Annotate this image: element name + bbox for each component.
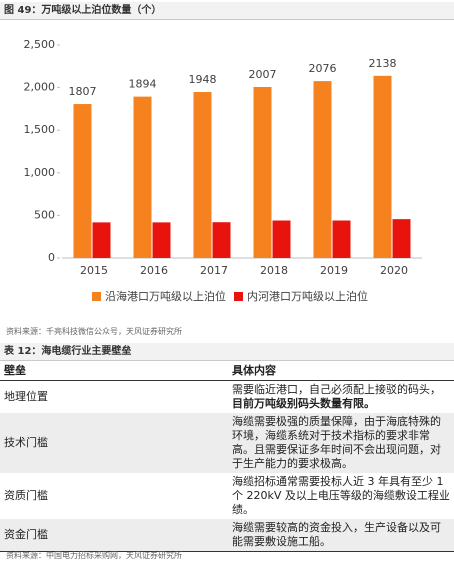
figure-source: 资料来源：千亮科技微信公众号，天风证券研究所 bbox=[6, 327, 182, 336]
table-row: 技术门槛 海缆需要极强的质量保障，由于海底特殊的环境，海缆系统对于技术指标的要求非… bbox=[0, 413, 454, 473]
bar bbox=[373, 75, 392, 258]
content-text: 海缆需要较高的资金投入，生产设备以及可能需要敷设施工船。 bbox=[232, 521, 441, 548]
bar bbox=[212, 222, 231, 258]
data-label: 1948 bbox=[189, 73, 217, 86]
content-text: 海缆需要极强的质量保障，由于海底特殊的环境，海缆系统对于技术指标的要求非常高。且… bbox=[232, 415, 441, 470]
x-tick-label: 2017 bbox=[200, 264, 228, 277]
table-header: 壁垒 bbox=[0, 362, 228, 381]
row-label: 资质门槛 bbox=[4, 489, 48, 502]
x-tick-label: 2016 bbox=[140, 264, 168, 277]
data-label: 2138 bbox=[369, 57, 397, 70]
x-tick-label: 2019 bbox=[320, 264, 348, 277]
table-title: 表 12：海电缆行业主要壁垒 bbox=[0, 343, 454, 361]
y-tick-label: 1,000 bbox=[24, 166, 56, 179]
legend-swatch bbox=[92, 292, 101, 301]
bar bbox=[193, 92, 212, 259]
data-label: 1894 bbox=[129, 78, 157, 91]
x-tick-label: 2020 bbox=[380, 264, 408, 277]
bar bbox=[313, 81, 332, 258]
legend-label: 沿海港口万吨级以上泊位 bbox=[105, 289, 226, 303]
bar bbox=[272, 220, 291, 258]
row-label: 技术门槛 bbox=[0, 413, 228, 473]
row-content: 海缆需要极强的质量保障，由于海底特殊的环境，海缆系统对于技术指标的要求非常高。且… bbox=[228, 413, 454, 473]
table: 壁垒 具体内容 地理位置 需要临近港口，自己必须配上接驳的码头，目前万吨级别码头数… bbox=[0, 362, 454, 552]
data-label: 1807 bbox=[69, 85, 97, 98]
bar bbox=[73, 104, 92, 258]
content-text: 需要临近港口，自己必须配上接驳的码头， bbox=[232, 383, 441, 396]
row-label: 资金门槛 bbox=[0, 519, 228, 552]
legend-swatch bbox=[234, 292, 243, 301]
content-text: 海缆招标通常需要投标人近 3 年具有至少 1 个 220kV 及以上电压等级的海… bbox=[232, 475, 450, 516]
row-content: 需要临近港口，自己必须配上接驳的码头，目前万吨级别码头数量有限。 bbox=[228, 381, 454, 414]
row-content: 海缆招标通常需要投标人近 3 年具有至少 1 个 220kV 及以上电压等级的海… bbox=[228, 473, 454, 519]
y-tick-label: 0 bbox=[48, 251, 55, 264]
table-row: 资质门槛 海缆招标通常需要投标人近 3 年具有至少 1 个 220kV 及以上电压… bbox=[0, 473, 454, 519]
table-row: 资金门槛 海缆需要较高的资金投入，生产设备以及可能需要敷设施工船。 bbox=[0, 519, 454, 552]
table-row: 地理位置 需要临近港口，自己必须配上接驳的码头，目前万吨级别码头数量有限。 bbox=[0, 381, 454, 414]
data-label: 2007 bbox=[249, 68, 277, 81]
bar bbox=[392, 219, 411, 258]
y-tick-label: 1,500 bbox=[24, 123, 56, 136]
legend-label: 内河港口万吨级以上泊位 bbox=[247, 289, 368, 303]
x-tick-label: 2015 bbox=[80, 264, 108, 277]
x-tick-label: 2018 bbox=[260, 264, 288, 277]
chart: 0 500 1,000 1,500 2,000 2,500 2015 1807 2016 1894… bbox=[24, 38, 422, 303]
row-content: 海缆需要较高的资金投入，生产设备以及可能需要敷设施工船。 bbox=[228, 519, 454, 552]
y-tick-label: 500 bbox=[34, 208, 55, 221]
bar bbox=[133, 96, 152, 259]
table-source: 资料来源：中国电力招标采购网，天风证券研究所 bbox=[6, 551, 182, 560]
bar bbox=[332, 220, 351, 258]
bar bbox=[152, 222, 171, 258]
bar bbox=[92, 222, 111, 258]
data-label: 2076 bbox=[309, 62, 337, 75]
bar bbox=[253, 87, 272, 258]
figure-title: 图 49：万吨级以上泊位数量（个） bbox=[0, 2, 454, 20]
content-emphasis: 目前万吨级别码头数量有限。 bbox=[232, 397, 375, 410]
y-tick-label: 2,500 bbox=[24, 38, 56, 51]
y-tick-label: 2,000 bbox=[24, 81, 56, 94]
table-header: 具体内容 bbox=[228, 362, 454, 381]
row-label: 地理位置 bbox=[4, 390, 48, 403]
